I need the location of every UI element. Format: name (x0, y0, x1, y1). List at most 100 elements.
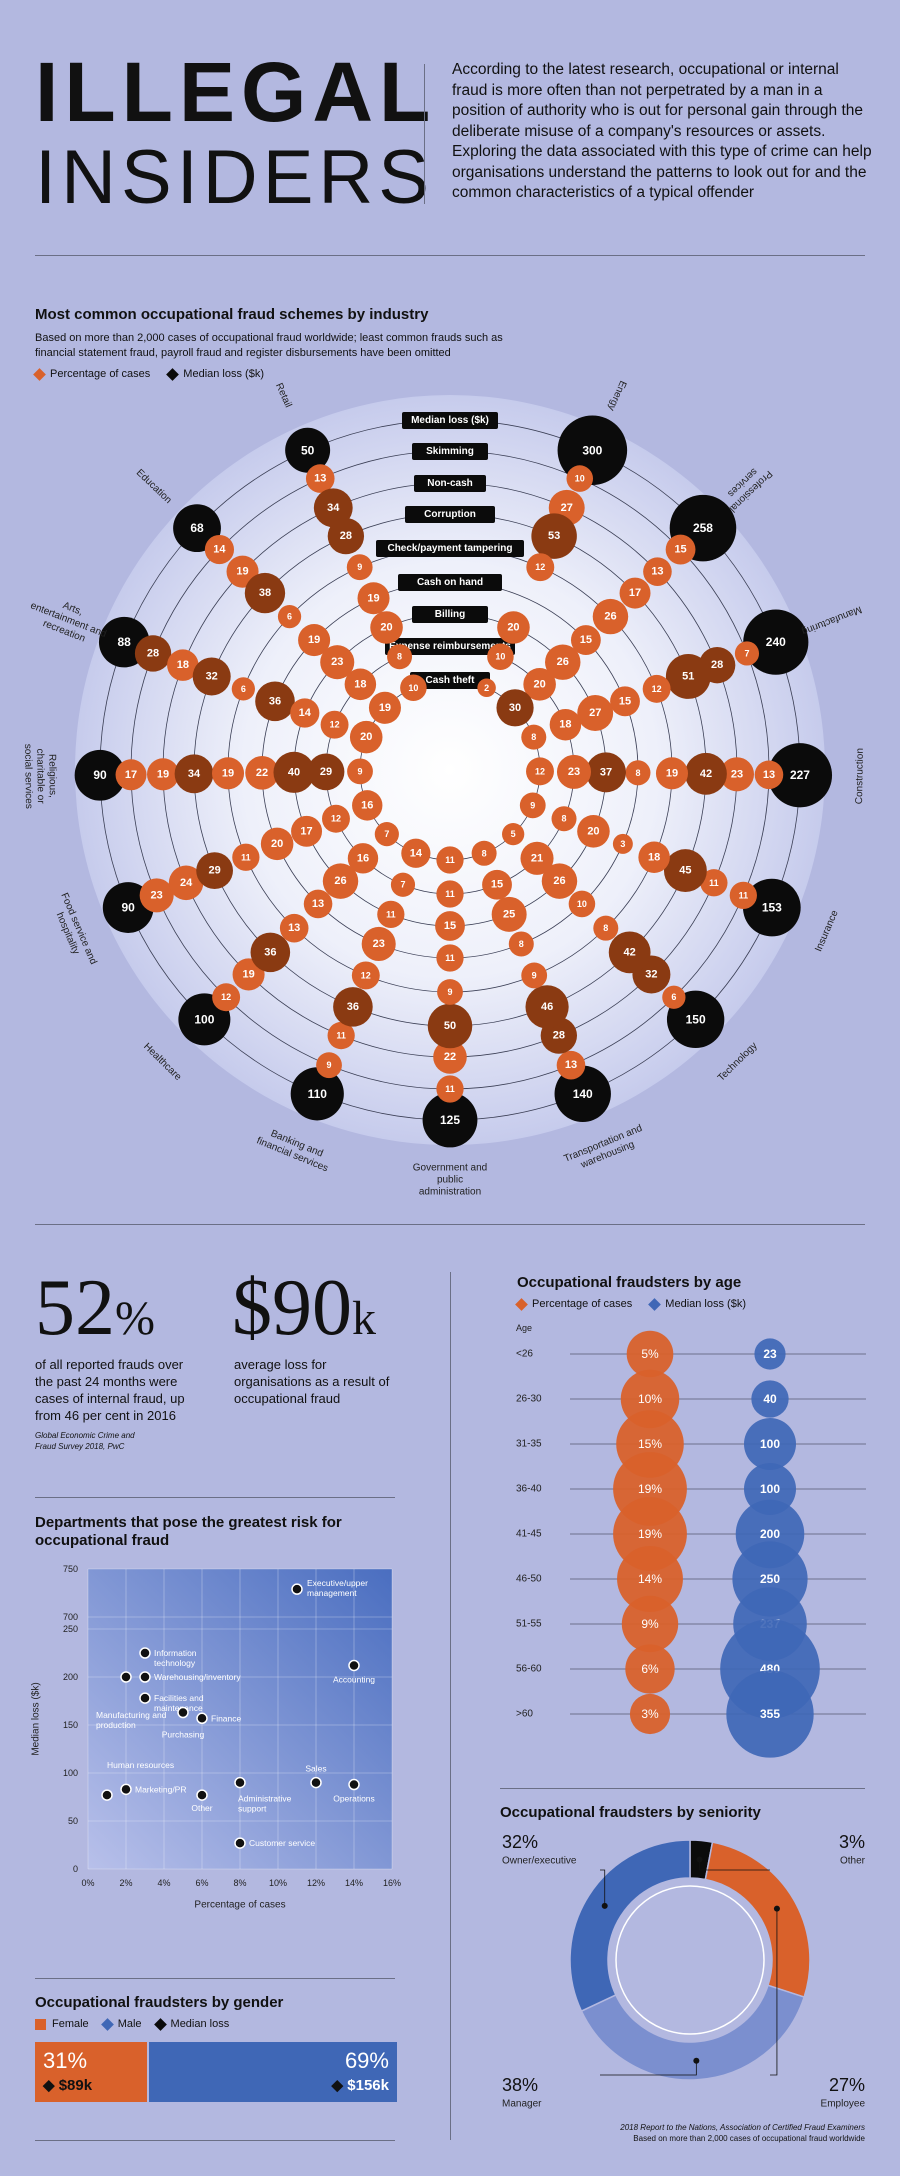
ring-label-text: Billing (435, 609, 466, 620)
radial-value: 8 (603, 923, 608, 933)
radial-point: 19 (298, 624, 331, 657)
y-tick-label: 150 (63, 1720, 78, 1730)
scatter-dot (101, 1789, 113, 1801)
radial-bubble (437, 979, 463, 1005)
radial-point: 8 (593, 915, 619, 941)
radial-point: 20 (497, 611, 530, 644)
radial-point: 7 (374, 822, 399, 847)
gender-bottom-divider (35, 2140, 395, 2141)
radial-point: 12 (351, 961, 380, 990)
ring-label-text: Check/payment tampering (387, 543, 512, 554)
age-loss-value: 355 (760, 1707, 780, 1721)
radial-bubble (279, 913, 309, 943)
radial-bubble (167, 649, 199, 681)
radial-point: 38 (244, 572, 286, 614)
x-tick-label: 4% (157, 1878, 170, 1888)
industry-label: Education (134, 467, 174, 506)
radial-point: 51 (665, 654, 711, 699)
age-pct-value: 9% (641, 1617, 659, 1631)
scatter-label: support (238, 1804, 267, 1814)
legend-female: Female (52, 2018, 89, 2030)
radial-bubble (368, 691, 401, 724)
radial-bubble (277, 604, 302, 629)
y-tick-label: 700 (63, 1612, 78, 1622)
radial-bubble (327, 517, 365, 555)
male-diamond-icon (100, 2017, 114, 2031)
radial-point: 17 (291, 815, 323, 847)
radial-point: 9 (346, 554, 373, 581)
radial-value: 227 (790, 768, 810, 782)
industry-label-text: Technology (716, 1040, 760, 1083)
radial-point: 21 (520, 841, 554, 875)
x-tick-label: 2% (119, 1878, 132, 1888)
scatter-label: management (307, 1588, 357, 1598)
scatter-dot (120, 1671, 132, 1683)
ring-label-text: Skimming (426, 446, 474, 457)
scatter-dot (196, 1712, 208, 1725)
radial-value: 10 (577, 899, 587, 909)
radial-value: 19 (157, 768, 169, 780)
radial-value: 90 (121, 901, 135, 915)
age-label: 46-50 (516, 1574, 542, 1585)
radial-value: 11 (445, 889, 455, 899)
female-swatch-icon (35, 2018, 46, 2030)
x-tick-label: 0% (81, 1878, 94, 1888)
radial-value: 11 (241, 852, 251, 862)
radial-point: 9 (347, 758, 373, 785)
radial-bubble (508, 931, 534, 957)
y-tick-label: 250 (63, 1624, 78, 1634)
radial-value: 8 (397, 652, 402, 662)
age-label: 26-30 (516, 1394, 542, 1405)
radial-value: 28 (147, 647, 159, 659)
radial-point: 10 (566, 465, 594, 492)
donut-label: 27% Employee (770, 1905, 865, 2110)
radial-value: 13 (565, 1059, 577, 1071)
industry-label: Retail (273, 382, 293, 410)
radial-bubble (370, 611, 403, 644)
age-pct-value: 3% (641, 1707, 659, 1721)
scatter-dot (310, 1776, 322, 1789)
ring-label-text: Cash on hand (417, 577, 483, 588)
radial-value: 32 (645, 968, 657, 980)
age-label: 56-60 (516, 1664, 542, 1675)
radial-value: 19 (242, 968, 254, 980)
radial-point: 25 (491, 896, 527, 932)
radial-point: 17 (115, 759, 147, 791)
radial-value: 140 (573, 1087, 593, 1101)
radial-bubble (232, 843, 260, 871)
x-axis-label: Percentage of cases (194, 1900, 285, 1911)
radial-value: 9 (447, 987, 452, 997)
radial-bubble (361, 926, 396, 961)
radial-point: 34 (174, 754, 214, 794)
radial-bubble (554, 1065, 611, 1123)
scatter-point: Finance (196, 1712, 242, 1725)
industry-label: Energy (605, 380, 628, 412)
radial-bubble (729, 881, 757, 910)
radial-bubble (400, 674, 427, 702)
age-axis-label: Age (516, 1323, 532, 1333)
y-tick-label: 50 (68, 1816, 78, 1826)
radial-point: 18 (638, 841, 670, 874)
radial-value: 100 (194, 1012, 214, 1026)
radial-bubble (665, 654, 711, 699)
scatter-dot (139, 1692, 151, 1704)
radial-bubble (192, 657, 231, 696)
radial-point: 18 (549, 708, 582, 741)
radial-point: 12 (212, 983, 241, 1012)
scatter-label: Human resources (107, 1760, 174, 1770)
radial-point: 6 (662, 985, 686, 1009)
donut-slice (580, 1984, 806, 2081)
radial-bubble (593, 915, 619, 941)
radial-value: 16 (357, 852, 369, 864)
industry-title: Most common occupational fraud schemes b… (35, 306, 429, 323)
radial-bubble (347, 843, 379, 874)
scatter-label: maintenance (154, 1703, 203, 1713)
radial-point: 20 (523, 668, 556, 701)
age-label: 51-55 (516, 1619, 542, 1630)
radial-value: 34 (327, 502, 340, 514)
radial-bubble (436, 944, 464, 972)
y-tick-label: 200 (63, 1672, 78, 1682)
radial-point: 8 (521, 724, 547, 750)
radial-point: 15 (435, 911, 465, 941)
